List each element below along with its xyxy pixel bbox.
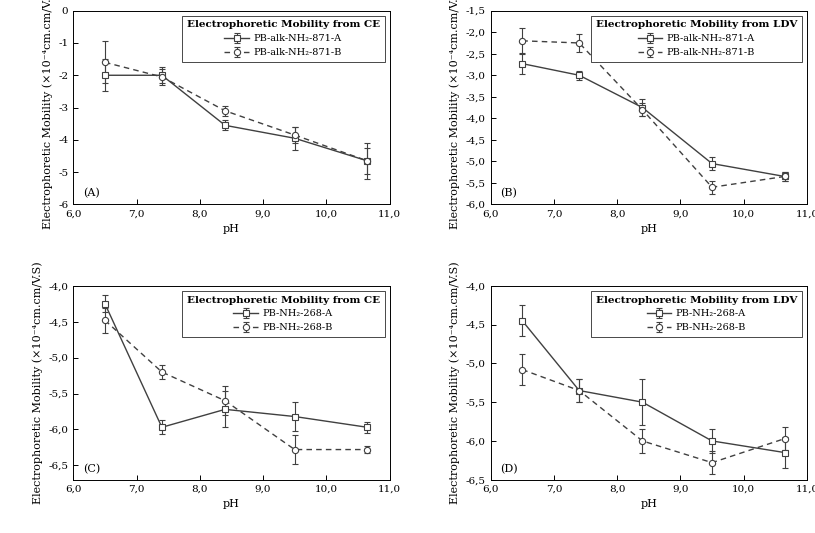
Text: (C): (C) <box>83 464 100 474</box>
Y-axis label: Electrophoretic Mobility (×10⁻⁴cm.cm/V.S): Electrophoretic Mobility (×10⁻⁴cm.cm/V.S… <box>450 262 460 504</box>
Legend: PB-alk-NH₂-871-A, PB-alk-NH₂-871-B: PB-alk-NH₂-871-A, PB-alk-NH₂-871-B <box>182 15 385 62</box>
Y-axis label: Electrophoretic Mobility (×10⁻⁴cm.cm/V.S): Electrophoretic Mobility (×10⁻⁴cm.cm/V.S… <box>42 0 53 229</box>
Text: (A): (A) <box>83 188 99 199</box>
Y-axis label: Electrophoretic Mobility (×10⁻⁴cm.cm/V.S): Electrophoretic Mobility (×10⁻⁴cm.cm/V.S… <box>33 262 43 504</box>
X-axis label: pH: pH <box>223 499 240 509</box>
Text: (B): (B) <box>500 188 517 199</box>
X-axis label: pH: pH <box>641 224 657 234</box>
X-axis label: pH: pH <box>223 224 240 234</box>
Legend: PB-alk-NH₂-871-A, PB-alk-NH₂-871-B: PB-alk-NH₂-871-A, PB-alk-NH₂-871-B <box>591 15 802 62</box>
Y-axis label: Electrophoretic Mobility (×10⁻⁴cm.cm/V.S): Electrophoretic Mobility (×10⁻⁴cm.cm/V.S… <box>450 0 460 229</box>
Text: (D): (D) <box>500 464 518 474</box>
X-axis label: pH: pH <box>641 499 657 509</box>
Legend: PB-NH₂-268-A, PB-NH₂-268-B: PB-NH₂-268-A, PB-NH₂-268-B <box>591 290 802 337</box>
Legend: PB-NH₂-268-A, PB-NH₂-268-B: PB-NH₂-268-A, PB-NH₂-268-B <box>182 290 385 337</box>
